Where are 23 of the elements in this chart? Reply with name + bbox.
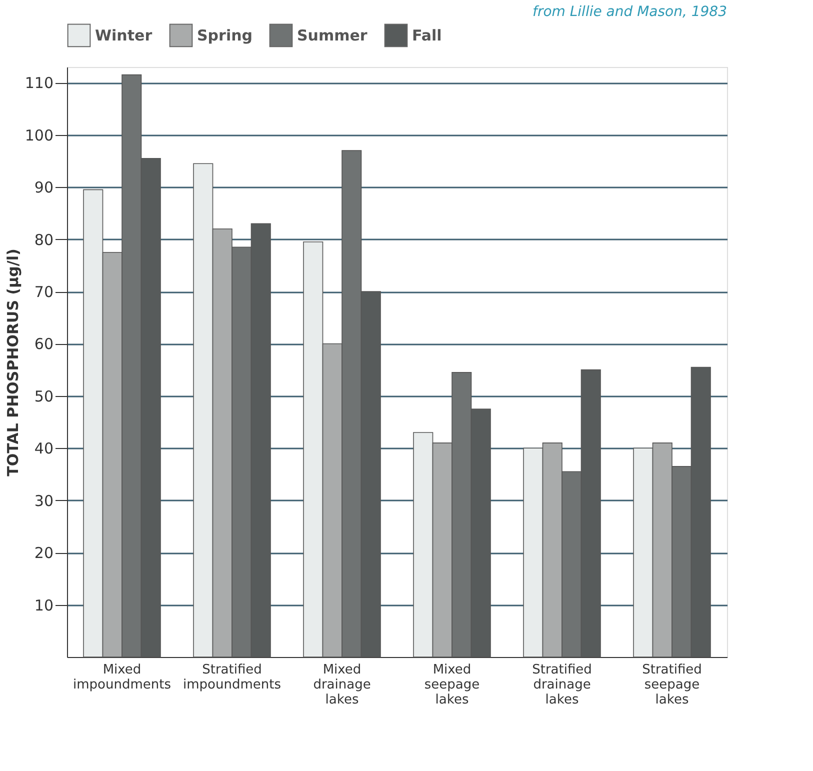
x-tick-label: Mixed impoundments — [73, 662, 172, 692]
legend-label: Summer — [297, 26, 368, 44]
y-tick-label: 90 — [34, 178, 54, 197]
x-tick-label: Stratified drainage lakes — [532, 662, 592, 708]
y-tick-label: 80 — [34, 230, 54, 249]
x-tick-label: Stratified seepage lakes — [642, 662, 702, 708]
x-tick-label: Mixed drainage lakes — [313, 662, 371, 708]
legend-label: Fall — [412, 26, 442, 44]
legend-label: Spring — [197, 26, 252, 44]
text: from Lillie and Mason, 1983 — [532, 4, 727, 20]
y-tick-label: 100 — [24, 126, 54, 144]
y-tick-label: 70 — [34, 283, 54, 302]
x-tick-label: Stratified impoundments — [183, 662, 282, 692]
y-tick-label: 40 — [34, 440, 54, 458]
y-tick-label: 10 — [34, 596, 54, 614]
y-tick-label: 60 — [34, 335, 54, 354]
y-tick-label: 20 — [34, 544, 54, 562]
y-axis-title: TOTAL PHOSPHORUS (µg/l) — [4, 248, 22, 476]
x-tick-label: Mixed seepage lakes — [424, 662, 480, 708]
legend-label: Winter — [95, 26, 153, 44]
y-tick-label: 50 — [34, 387, 54, 406]
y-tick-label: 110 — [24, 74, 54, 92]
y-tick-label: 30 — [34, 492, 54, 510]
